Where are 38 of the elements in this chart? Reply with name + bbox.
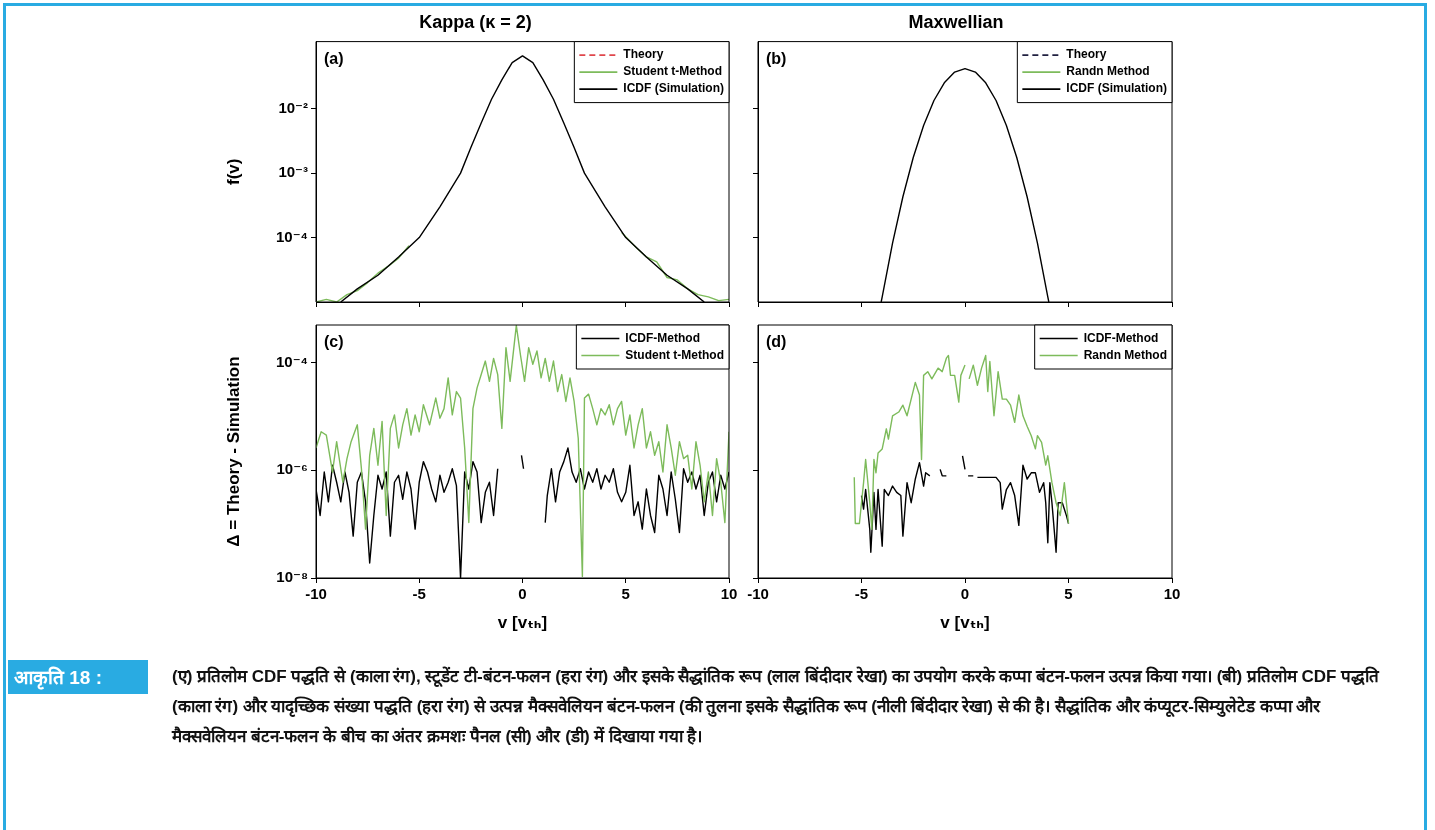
legend-label: Student t-Method [623,64,722,79]
y-tick-label: 10⁻⁶ [276,460,308,478]
legend-label: ICDF-Method [625,330,701,345]
annotation: (c) [324,333,344,351]
x-tick-label: 0 [518,585,527,603]
x-axis-title: v [vₜₕ] [940,613,990,633]
x-tick-label: 5 [621,585,630,603]
y-tick-label: 10⁻² [278,98,308,116]
text: (ए) प्रतिलोम CDF पद्धति से (काला रंग), स्टूडेंट टी-बंटन-फलन (हरा रंग) और इसके सैद्धांतिक रूप (लाल बिंदीदार रेखा) का उपयोग करके कप्पा बंटन-फलन उत्पन्न किया गया। (बी) प्रतिलोम CDF पद्धति (काला रंग) और यादृच्छिक संख्या पद्धति (हरा रंग) से उत्पन्न मैक्सवेलियन बंटन-फलन (की तुलना इसके सैद्धांतिक रूप (नीली बिंदीदार रेखा) से की है। सैद्धांतिक और कंप्यूटर-सिम्युलेटेड कप्पा और मैक्सवेलियन बंटन-फलन के बीच का अंतर क्रमशः पैनल (सी) और (डी) में दिखाया गया है। [172,667,1380,746]
chart-title: Maxwellian [908,11,1004,32]
x-tick-label: 5 [1064,585,1073,603]
x-tick-label: 10 [720,585,738,603]
chart-title: Kappa (κ = 2) [419,11,532,32]
legend-label: ICDF (Simulation) [1066,81,1168,96]
annotation: (a) [324,50,344,68]
annotation: (b) [766,50,787,68]
x-tick-label: 10 [1163,585,1181,603]
legend-label: ICDF (Simulation) [623,81,725,96]
x-tick-label: 0 [960,585,970,603]
text: आकृति 18 : [8,660,148,694]
y-axis-title: Δ = Theory - Simulation [223,356,243,547]
x-tick-label: -10 [747,585,769,603]
x-tick-label: -10 [305,585,327,603]
y-axis-title: f(v) [223,158,243,186]
x-axis-title: v [vₜₕ] [497,613,548,633]
y-tick-label: 10⁻⁴ [275,227,308,245]
y-tick-label: 10⁻³ [278,163,308,181]
legend-label: Randn Method [1083,347,1168,362]
x-tick-label: -5 [854,585,869,603]
y-tick-label: 10⁻⁴ [275,352,308,370]
legend-label: Theory [623,47,664,62]
annotation: (d) [766,333,787,351]
legend-label: Randn Method [1066,64,1150,79]
y-tick-label: 10⁻⁸ [276,568,308,586]
legend-label: Theory [1066,47,1107,62]
legend-label: ICDF-Method [1083,330,1159,345]
x-tick-label: -5 [412,585,426,603]
legend-label: Student t-Method [625,347,725,362]
